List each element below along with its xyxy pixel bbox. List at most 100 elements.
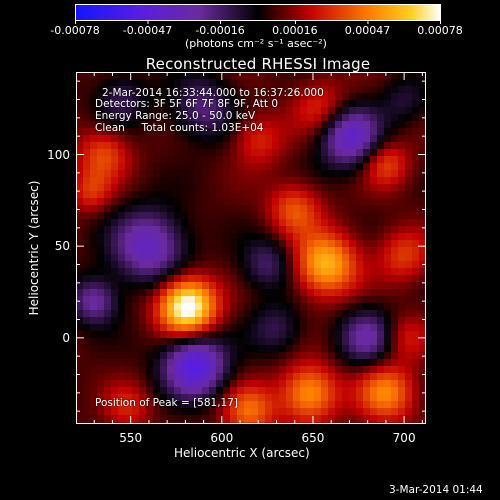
heatmap-cell — [363, 170, 371, 178]
heatmap-cell — [237, 289, 245, 297]
y-axis-title: Heliocentric Y (arcsec) — [27, 180, 41, 316]
heatmap-cell — [202, 93, 210, 101]
heatmap-cell — [363, 310, 371, 318]
heatmap-cell — [286, 107, 294, 115]
heatmap-cell — [412, 303, 420, 311]
heatmap-cell — [104, 219, 112, 227]
heatmap-cell — [118, 191, 126, 199]
heatmap-cell — [195, 233, 203, 241]
heatmap-cell — [125, 352, 133, 360]
heatmap-cell — [258, 93, 266, 101]
heatmap-cell — [272, 289, 280, 297]
heatmap-cell — [342, 415, 350, 423]
heatmap-cell — [216, 261, 224, 269]
heatmap-cell — [384, 128, 392, 136]
heatmap-cell — [419, 212, 426, 220]
heatmap-cell — [279, 394, 287, 402]
heatmap-cell — [104, 366, 112, 374]
heatmap-cell — [300, 401, 308, 409]
heatmap-cell — [349, 289, 357, 297]
heatmap-cell — [230, 387, 238, 395]
heatmap-cell — [258, 240, 266, 248]
heatmap-cell — [286, 324, 294, 332]
heatmap-cell — [314, 100, 322, 108]
heatmap-cell — [391, 408, 399, 416]
heatmap-cell — [146, 107, 154, 115]
heatmap-cell — [279, 156, 287, 164]
heatmap-cell — [293, 170, 301, 178]
heatmap-cell — [202, 296, 210, 304]
heatmap-cell — [188, 310, 196, 318]
heatmap-cell — [398, 268, 406, 276]
heatmap-cell — [160, 310, 168, 318]
heatmap-cell — [370, 247, 378, 255]
heatmap-cell — [167, 275, 175, 283]
heatmap-cell — [76, 226, 84, 234]
heatmap-cell — [167, 72, 175, 80]
heatmap-cell — [244, 72, 252, 80]
heatmap-cell — [181, 387, 189, 395]
heatmap-cell — [377, 380, 385, 388]
heatmap-cell — [230, 107, 238, 115]
heatmap-cell — [111, 100, 119, 108]
heatmap-cell — [384, 254, 392, 262]
heatmap-cell — [237, 107, 245, 115]
heatmap-cell — [146, 373, 154, 381]
heatmap-cell — [237, 142, 245, 150]
heatmap-cell — [363, 72, 371, 80]
heatmap-cell — [83, 170, 91, 178]
heatmap-cell — [195, 387, 203, 395]
heatmap-cell — [286, 177, 294, 185]
heatmap-cell — [258, 100, 266, 108]
heatmap-cell — [405, 415, 413, 423]
heatmap-cell — [174, 331, 182, 339]
heatmap-cell — [356, 345, 364, 353]
heatmap-cell — [258, 296, 266, 304]
heatmap-cell — [321, 380, 329, 388]
heatmap-cell — [146, 93, 154, 101]
heatmap-cell — [160, 261, 168, 269]
heatmap-cell — [419, 338, 426, 346]
heatmap-cell — [223, 170, 231, 178]
heatmap-cell — [384, 408, 392, 416]
heatmap-cell — [104, 212, 112, 220]
heatmap-cell — [258, 142, 266, 150]
heatmap-cell — [174, 317, 182, 325]
heatmap-cell — [286, 401, 294, 409]
heatmap-cell — [363, 93, 371, 101]
heatmap-cell — [307, 380, 315, 388]
heatmap-cell — [244, 107, 252, 115]
heatmap-cell — [286, 261, 294, 269]
heatmap-cell — [321, 191, 329, 199]
heatmap-cell — [405, 296, 413, 304]
heatmap-cell — [244, 184, 252, 192]
heatmap-cell — [237, 275, 245, 283]
heatmap-cell — [174, 240, 182, 248]
heatmap-cell — [307, 156, 315, 164]
heatmap-cell — [104, 149, 112, 157]
heatmap-cell — [167, 317, 175, 325]
heatmap-cell — [195, 72, 203, 80]
heatmap-cell — [111, 170, 119, 178]
heatmap-cell — [356, 226, 364, 234]
heatmap-cell — [132, 373, 140, 381]
heatmap-cell — [97, 93, 105, 101]
heatmap-cell — [139, 184, 147, 192]
heatmap-cell — [230, 240, 238, 248]
heatmap-cell — [356, 359, 364, 367]
heatmap-cell — [181, 394, 189, 402]
heatmap-cell — [314, 149, 322, 157]
heatmap-cell — [118, 394, 126, 402]
heatmap-cell — [321, 149, 329, 157]
heatmap-cell — [174, 198, 182, 206]
heatmap-cell — [321, 219, 329, 227]
heatmap-cell — [104, 303, 112, 311]
heatmap-cell — [181, 121, 189, 129]
heatmap-cell — [216, 170, 224, 178]
heatmap-cell — [349, 261, 357, 269]
heatmap-cell — [237, 254, 245, 262]
heatmap-cell — [167, 170, 175, 178]
heatmap-cell — [307, 93, 315, 101]
heatmap-cell — [188, 142, 196, 150]
heatmap-cell — [377, 142, 385, 150]
